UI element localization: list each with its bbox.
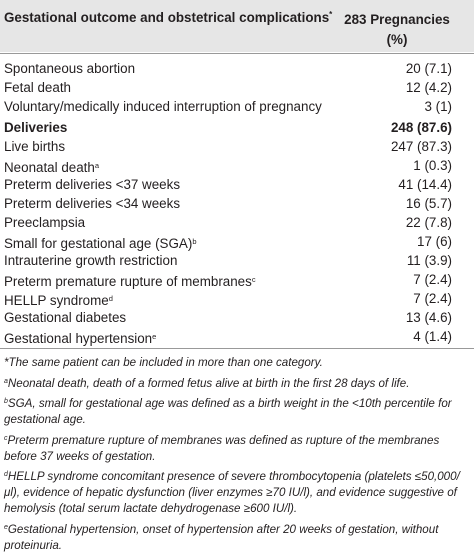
row-label: Preeclampsia bbox=[4, 213, 85, 232]
row-value: 1 (0.3) bbox=[413, 158, 452, 173]
row-label: Spontaneous abortion bbox=[4, 59, 135, 78]
table-row: Voluntary/medically induced interruption… bbox=[0, 97, 474, 116]
table-row: Small for gestational age (SGA)b 17 (6) bbox=[0, 232, 474, 251]
row-label-text: Deliveries bbox=[4, 120, 68, 135]
footnote-marker: e bbox=[152, 332, 157, 341]
row-label-text: Neonatal death bbox=[4, 160, 95, 175]
table-row: Preeclampsia 22 (7.8) bbox=[0, 213, 474, 232]
row-label: Gestational hypertensione bbox=[4, 327, 156, 348]
footnote: *The same patient can be included in mor… bbox=[4, 355, 468, 371]
footnote-text: Neonatal death, death of a formed fetus … bbox=[7, 376, 410, 390]
table-row: Fetal death 12 (4.2) bbox=[0, 78, 474, 97]
table-bottom-rule bbox=[0, 348, 474, 349]
row-label: Small for gestational age (SGA)b bbox=[4, 232, 196, 253]
row-value: 22 (7.8) bbox=[405, 215, 452, 230]
row-label: Live births bbox=[4, 137, 65, 156]
row-value: 7 (2.4) bbox=[413, 272, 452, 287]
footnote-text: HELLP syndrome concomitant presence of s… bbox=[4, 470, 460, 515]
table-row: Gestational diabetes 13 (4.6) bbox=[0, 308, 474, 327]
footnote-marker: c bbox=[251, 275, 256, 284]
footnote-marker: * bbox=[329, 10, 333, 19]
row-value: 7 (2.4) bbox=[413, 291, 452, 306]
row-value: 4 (1.4) bbox=[413, 329, 452, 344]
table-row: Gestational hypertensione 4 (1.4) bbox=[0, 327, 474, 346]
footnote: eGestational hypertension, onset of hype… bbox=[4, 520, 468, 554]
table-row: Live births 247 (87.3) bbox=[0, 137, 474, 156]
footnote-marker: a bbox=[94, 161, 100, 170]
row-label: Voluntary/medically induced interruption… bbox=[4, 97, 322, 116]
table-row: Preterm premature rupture of membranesc 7… bbox=[0, 270, 474, 289]
row-label: Preterm deliveries <34 weeks bbox=[4, 194, 180, 213]
column-header-outcome: Gestational outcome and obstetrical comp… bbox=[4, 10, 332, 25]
row-label-text: Gestational hypertension bbox=[4, 331, 153, 346]
footnote-marker: c bbox=[4, 434, 8, 442]
row-label-text: Preeclampsia bbox=[4, 215, 86, 230]
row-label-text: Gestational diabetes bbox=[4, 310, 127, 325]
footnote-marker: b bbox=[192, 237, 197, 246]
row-value: 41 (14.4) bbox=[398, 177, 452, 192]
row-label-text: Fetal death bbox=[4, 80, 71, 95]
footnotes: *The same patient can be included in mor… bbox=[4, 355, 468, 556]
footnote-marker: b bbox=[4, 398, 8, 405]
row-label-text: HELLP syndrome bbox=[4, 293, 109, 308]
footnote: bSGA, small for gestational age was defi… bbox=[4, 394, 468, 428]
column-header-pregnancies-line1: 283 Pregnancies bbox=[344, 12, 450, 27]
row-label: Preterm deliveries <37 weeks bbox=[4, 175, 180, 194]
table-row: Spontaneous abortion 20 (7.1) bbox=[0, 59, 474, 78]
column-header-outcome-text: Gestational outcome and obstetrical comp… bbox=[4, 10, 330, 25]
footnote-marker: d bbox=[108, 294, 113, 303]
row-label-text: Live births bbox=[4, 139, 66, 154]
footnote: dHELLP syndrome concomitant presence of … bbox=[4, 467, 468, 517]
footnote: aNeonatal death, death of a formed fetus… bbox=[4, 374, 468, 392]
row-label-text: Preterm deliveries <34 weeks bbox=[4, 196, 181, 211]
row-value: 16 (5.7) bbox=[405, 196, 452, 211]
table-row: Preterm deliveries <34 weeks 16 (5.7) bbox=[0, 194, 474, 213]
table-row: Neonatal deatha 1 (0.3) bbox=[0, 156, 474, 175]
table-row-deliveries: Deliveries 248 (87.6) bbox=[0, 118, 474, 137]
row-value: 13 (4.6) bbox=[405, 310, 452, 325]
row-value: 12 (4.2) bbox=[405, 80, 452, 95]
header-rule bbox=[0, 53, 474, 54]
column-header-pregnancies-line2: (%) bbox=[386, 32, 408, 47]
row-value: 20 (7.1) bbox=[405, 61, 452, 76]
row-value: 247 (87.3) bbox=[390, 139, 452, 154]
row-label: Gestational diabetes bbox=[4, 308, 126, 327]
row-label: Fetal death bbox=[4, 78, 71, 97]
row-label: Neonatal deatha bbox=[4, 156, 99, 177]
row-label: Deliveries bbox=[4, 118, 67, 137]
footnote-text: SGA, small for gestational age was defin… bbox=[4, 397, 452, 426]
row-label-text: Small for gestational age (SGA) bbox=[4, 236, 193, 251]
row-label: Preterm premature rupture of membranesc bbox=[4, 270, 256, 291]
footnote-marker: e bbox=[4, 523, 8, 531]
table-row: HELLP syndromed 7 (2.4) bbox=[0, 289, 474, 308]
row-label: Intrauterine growth restriction bbox=[4, 251, 177, 270]
column-header-pregnancies: 283 Pregnancies (%) bbox=[332, 10, 462, 50]
footnote-text: Gestational hypertension, onset of hyper… bbox=[4, 522, 439, 552]
footnote-text: Preterm premature rupture of membranes w… bbox=[4, 433, 440, 463]
footnote-marker: a bbox=[4, 377, 8, 385]
row-value: 248 (87.6) bbox=[390, 120, 452, 135]
table-row: Preterm deliveries <37 weeks 41 (14.4) bbox=[0, 175, 474, 194]
footnote: cPreterm premature rupture of membranes … bbox=[4, 431, 468, 465]
row-label-text: Intrauterine growth restriction bbox=[4, 253, 178, 268]
row-label: HELLP syndromed bbox=[4, 289, 113, 310]
row-label-text: Voluntary/medically induced interruption… bbox=[4, 99, 322, 114]
row-label-text: Preterm deliveries <37 weeks bbox=[4, 177, 181, 192]
row-value: 3 (1) bbox=[424, 99, 452, 114]
footnote-marker: d bbox=[4, 471, 8, 478]
footnote-text: *The same patient can be included in mor… bbox=[4, 356, 323, 369]
table-row: Intrauterine growth restriction 11 (3.9) bbox=[0, 251, 474, 270]
table-header: Gestational outcome and obstetrical comp… bbox=[0, 0, 474, 52]
row-value: 17 (6) bbox=[417, 234, 452, 249]
row-label-text: Spontaneous abortion bbox=[4, 61, 136, 76]
row-value: 11 (3.9) bbox=[406, 253, 452, 268]
row-label-text: Preterm premature rupture of membranes bbox=[4, 274, 252, 289]
